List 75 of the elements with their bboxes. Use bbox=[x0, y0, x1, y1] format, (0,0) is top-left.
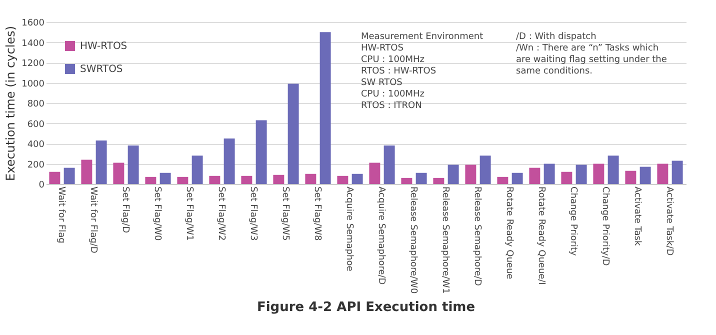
y-tick-label: 800 bbox=[27, 100, 45, 110]
x-tick-label: Release Semaphore/W1 bbox=[440, 186, 450, 294]
bar bbox=[241, 176, 252, 184]
x-tick-label: Acquire Semaphore/D bbox=[376, 186, 386, 285]
x-tick-label: Set Flag/W1 bbox=[184, 186, 194, 241]
bar bbox=[448, 164, 459, 184]
bar bbox=[416, 172, 427, 184]
bar bbox=[96, 140, 107, 184]
bar bbox=[672, 160, 683, 184]
annotation: Measurement Environment HW-RTOS CPU : 100MHz RTOS : HW-RTOS SW RTOS CPU : 100MHz RTOS : ITRON bbox=[361, 32, 484, 111]
bar bbox=[544, 164, 555, 184]
bar bbox=[497, 176, 508, 184]
bar bbox=[465, 164, 476, 184]
bar bbox=[256, 120, 267, 184]
bar bbox=[49, 172, 60, 184]
bar bbox=[593, 164, 604, 184]
bar bbox=[480, 156, 491, 184]
y-tick-label: 1200 bbox=[22, 59, 45, 69]
bar bbox=[369, 162, 380, 184]
x-tick-label: Change Priority/D bbox=[600, 186, 610, 266]
text: Figure 4-2 API Execution time bbox=[256, 300, 476, 316]
x-tick-label: Release Semaphore/D bbox=[472, 186, 482, 286]
bar bbox=[561, 172, 572, 184]
bar bbox=[273, 174, 284, 184]
y-tick-label: 200 bbox=[27, 160, 45, 170]
x-tick-label: Set Flag/W2 bbox=[216, 186, 226, 241]
x-tick-label: Activate Task/D bbox=[664, 186, 674, 256]
bar bbox=[529, 168, 540, 184]
bar bbox=[64, 168, 75, 184]
legend-label: HW-RTOS bbox=[80, 41, 128, 52]
x-tick-label: Set Flag/W8 bbox=[312, 186, 322, 241]
bar bbox=[337, 176, 348, 184]
x-tick-label: Rotate Ready Queue/I bbox=[536, 186, 546, 285]
bar bbox=[320, 32, 331, 184]
bar bbox=[177, 176, 188, 184]
bar bbox=[128, 146, 139, 184]
bar bbox=[352, 174, 363, 184]
legend-label: SWRTOS bbox=[80, 64, 123, 75]
y-tick-label: 1600 bbox=[22, 18, 45, 28]
bar bbox=[113, 162, 124, 184]
x-tick-label: Wait for Flag/D bbox=[88, 186, 98, 254]
y-tick-label: 1400 bbox=[22, 38, 45, 49]
x-tick-label: Acquire Semaphoe bbox=[344, 186, 354, 272]
annotation: /D : With dispatch /Wn : There are “n” Tasks which are waiting flag setting under the same conditions. bbox=[516, 32, 668, 76]
x-tick-label: Set Flag/W5 bbox=[280, 186, 290, 241]
bar bbox=[625, 170, 636, 184]
bar bbox=[305, 174, 316, 184]
y-tick-label: 400 bbox=[27, 140, 45, 150]
bar bbox=[433, 178, 444, 184]
x-tick-label: Set Flag/W0 bbox=[152, 186, 162, 241]
y-tick-label: 600 bbox=[27, 120, 45, 130]
bar bbox=[192, 156, 203, 184]
bar bbox=[209, 176, 220, 184]
bar bbox=[608, 156, 619, 184]
bar bbox=[288, 84, 299, 184]
y-axis-title: Execution time (in cycles) bbox=[4, 26, 18, 182]
x-tick-label: Rotate Ready Queue bbox=[504, 186, 514, 280]
bar bbox=[145, 176, 156, 184]
bar bbox=[640, 166, 651, 184]
bar bbox=[160, 172, 171, 184]
bar bbox=[401, 178, 412, 184]
x-tick-label: Activate Task bbox=[632, 186, 642, 246]
bar bbox=[576, 164, 587, 184]
bar bbox=[512, 172, 523, 184]
x-tick-label: Set Flag/D bbox=[120, 186, 130, 234]
y-tick-label: 0 bbox=[38, 180, 45, 190]
bar bbox=[384, 146, 395, 184]
bar bbox=[81, 160, 92, 184]
y-tick-label: 1000 bbox=[22, 79, 45, 90]
x-tick-label: Wait for Flag bbox=[56, 186, 66, 244]
bar bbox=[657, 164, 668, 184]
x-tick-label: Set Flag/W3 bbox=[248, 186, 258, 241]
bar bbox=[224, 138, 235, 184]
x-tick-label: Change Priority bbox=[568, 186, 578, 257]
x-tick-label: Release Semaphore/W0 bbox=[408, 186, 418, 294]
